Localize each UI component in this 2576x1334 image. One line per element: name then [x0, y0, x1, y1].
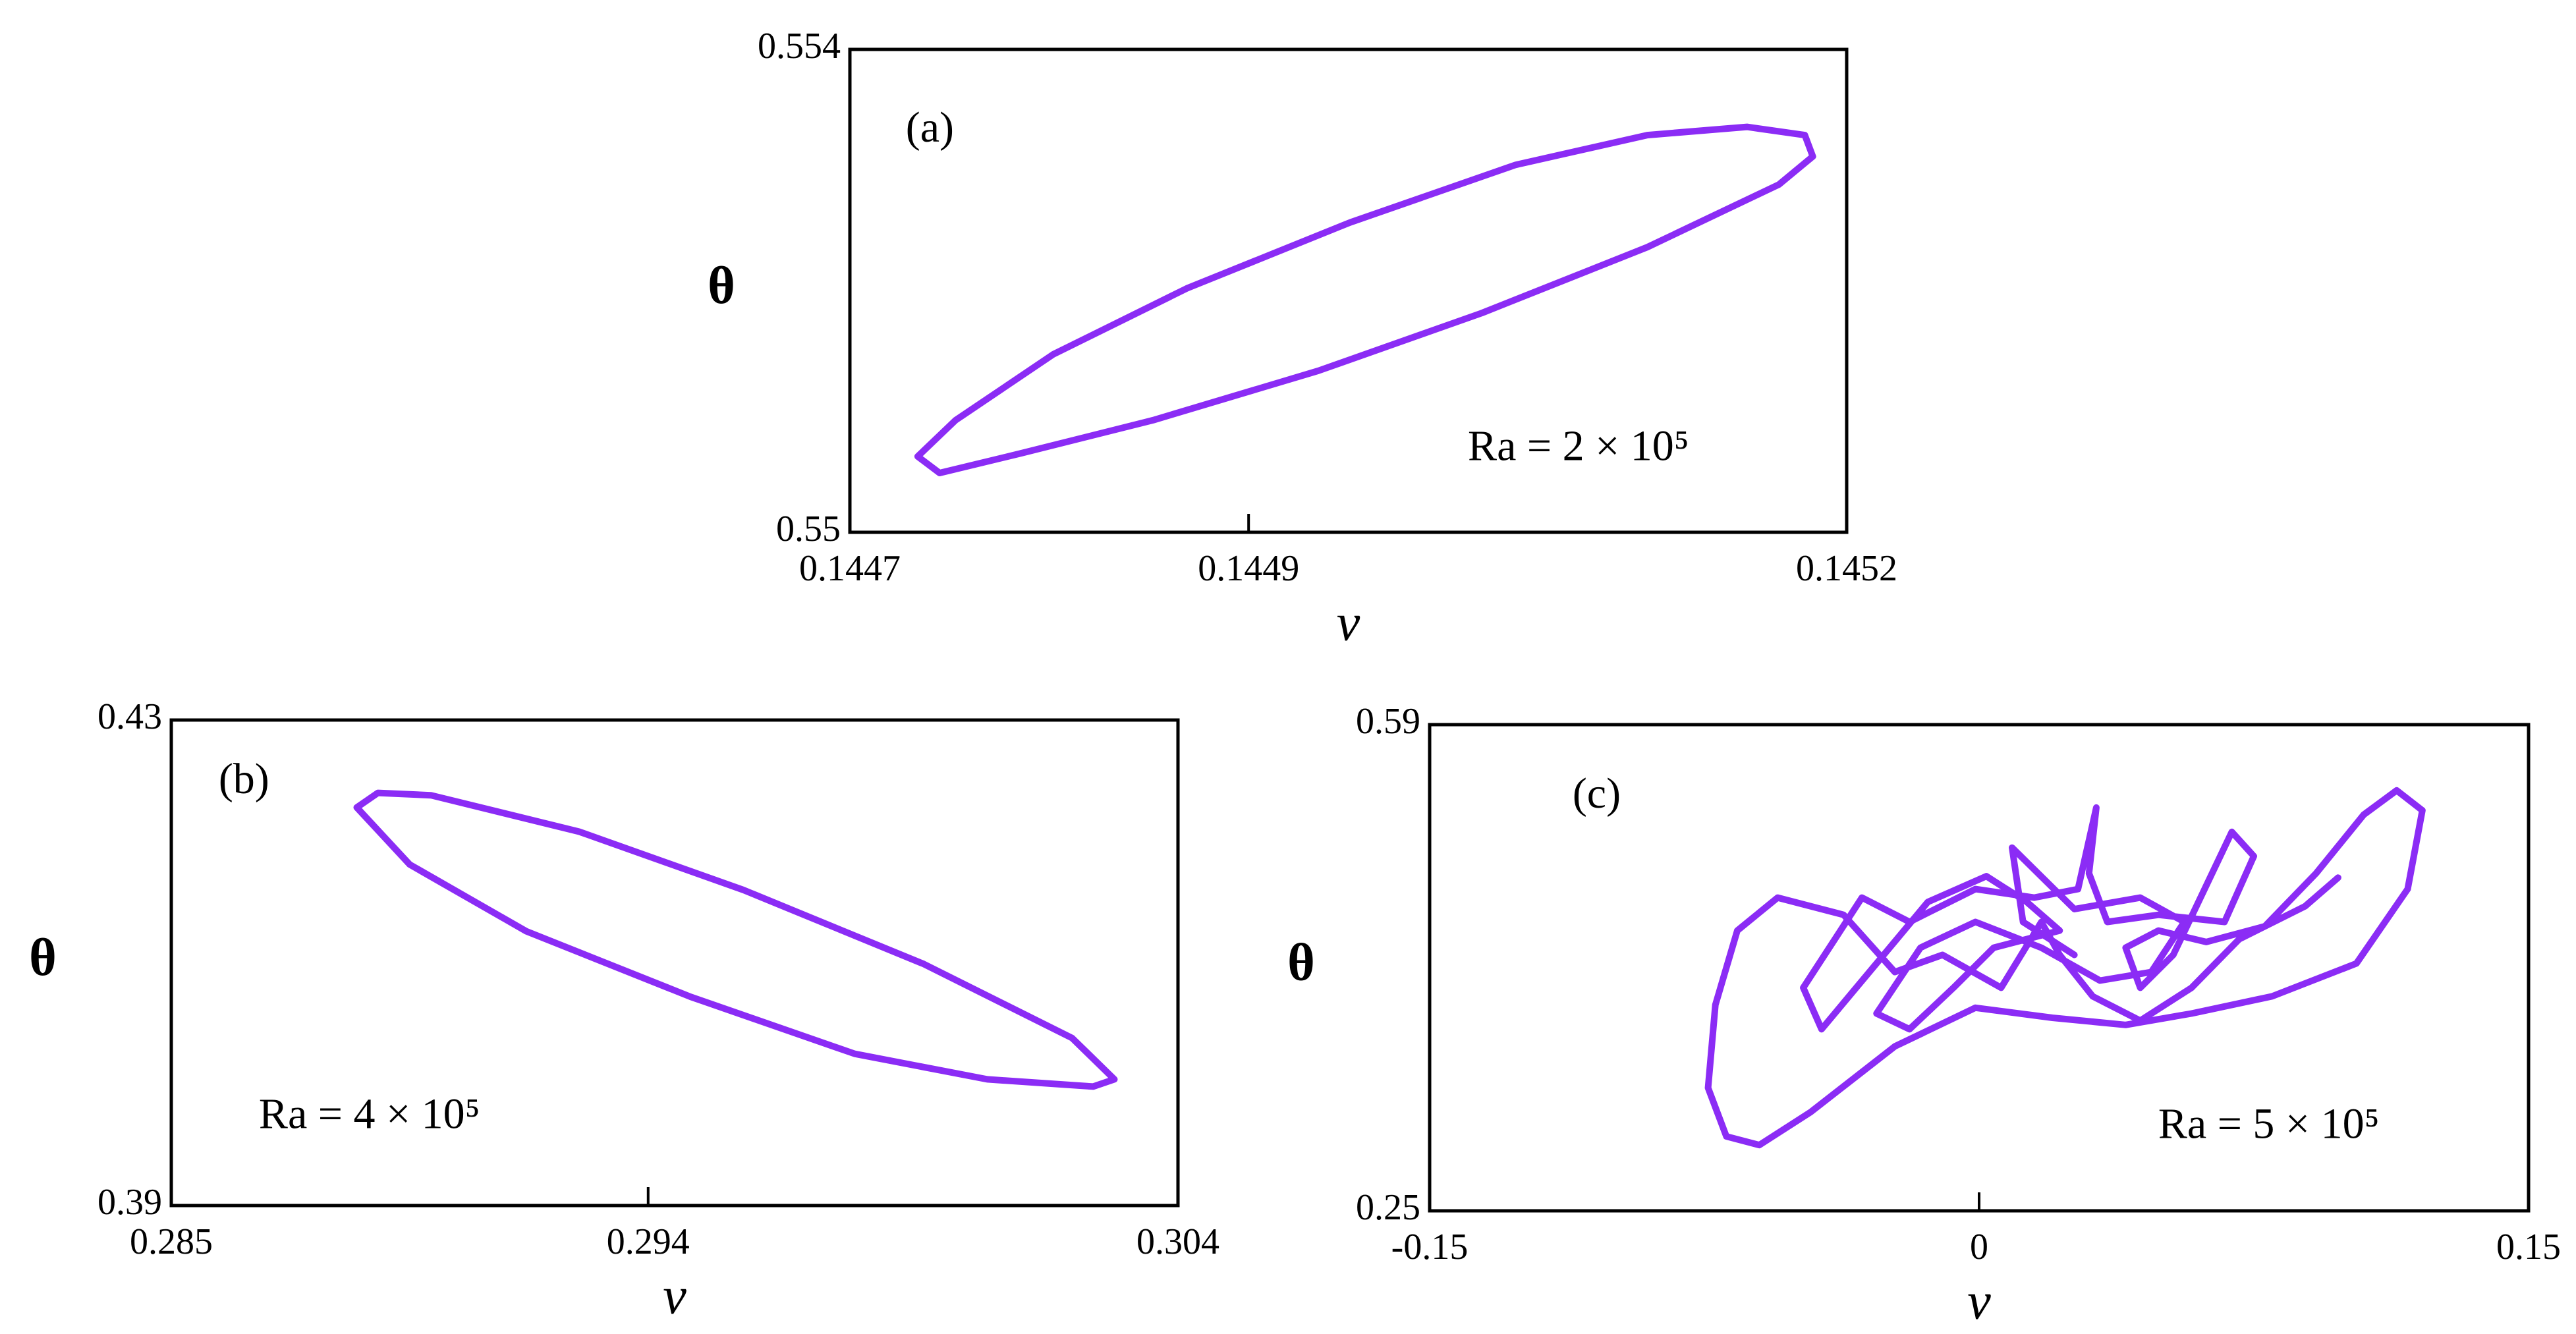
panel-label: (b) — [219, 755, 269, 803]
x-tick-label: -0.15 — [1391, 1227, 1469, 1267]
x-axis-label: v — [1967, 1272, 1991, 1330]
x-tick-label: 0.1452 — [1796, 548, 1897, 589]
y-axis-label: θ — [708, 257, 735, 315]
rayleigh-label: Ra = 2 × 10⁵ — [1468, 422, 1689, 470]
x-tick-label: 0.15 — [2496, 1227, 2561, 1267]
panel-label: (c) — [1573, 769, 1621, 818]
x-tick-label: 0.1449 — [1198, 548, 1299, 589]
y-tick-label: 0.25 — [1356, 1187, 1420, 1228]
y-tick-label: 0.554 — [758, 26, 841, 67]
x-tick-label: 0.304 — [1136, 1221, 1219, 1262]
x-axis-label: v — [1337, 594, 1360, 652]
plot-frame — [169, 718, 1180, 1208]
y-axis-label: θ — [29, 929, 57, 987]
x-tick-label: 0 — [1970, 1227, 1988, 1267]
panel-label: (a) — [906, 103, 954, 152]
x-axis-label: v — [663, 1267, 686, 1325]
y-tick-label: 0.55 — [776, 509, 841, 549]
trajectory — [914, 123, 1816, 476]
y-axis-label: θ — [1287, 933, 1315, 991]
y-tick-label: 0.43 — [98, 696, 162, 737]
trajectory — [1704, 787, 2426, 1149]
y-tick-label: 0.59 — [1356, 701, 1420, 742]
rayleigh-label: Ra = 5 × 10⁵ — [2158, 1100, 2380, 1148]
rayleigh-label: Ra = 4 × 10⁵ — [259, 1090, 480, 1138]
trajectory — [353, 789, 1118, 1090]
x-tick-label: 0.285 — [130, 1221, 213, 1262]
y-tick-label: 0.39 — [98, 1182, 162, 1223]
plot-frame — [848, 47, 1849, 534]
x-tick-label: 0.1447 — [799, 548, 901, 589]
x-tick-label: 0.294 — [607, 1221, 690, 1262]
